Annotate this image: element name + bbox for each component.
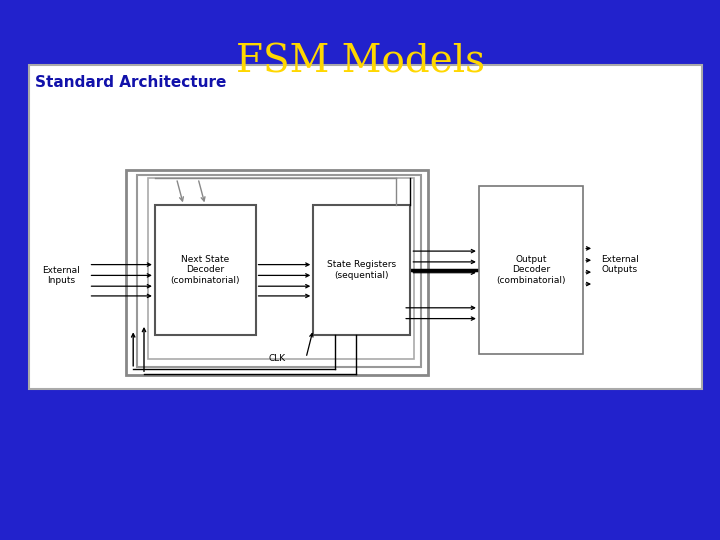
Text: External
Inputs: External Inputs bbox=[42, 266, 80, 285]
Bar bbox=[29, 65, 702, 389]
Text: Next State
Decoder
(combinatorial): Next State Decoder (combinatorial) bbox=[171, 255, 240, 285]
Bar bbox=[479, 186, 583, 354]
Text: FSM Models: FSM Models bbox=[235, 44, 485, 80]
Bar bbox=[313, 205, 410, 335]
Text: State Registers
(sequential): State Registers (sequential) bbox=[327, 260, 397, 280]
Text: CLK: CLK bbox=[269, 354, 286, 362]
Bar bbox=[126, 170, 428, 375]
Bar bbox=[155, 205, 256, 335]
Text: External
Outputs: External Outputs bbox=[601, 255, 639, 274]
Text: Output
Decoder
(combinatorial): Output Decoder (combinatorial) bbox=[496, 255, 566, 285]
Bar bbox=[148, 178, 414, 359]
Bar bbox=[137, 176, 421, 367]
Text: Standard Architecture: Standard Architecture bbox=[35, 75, 226, 90]
